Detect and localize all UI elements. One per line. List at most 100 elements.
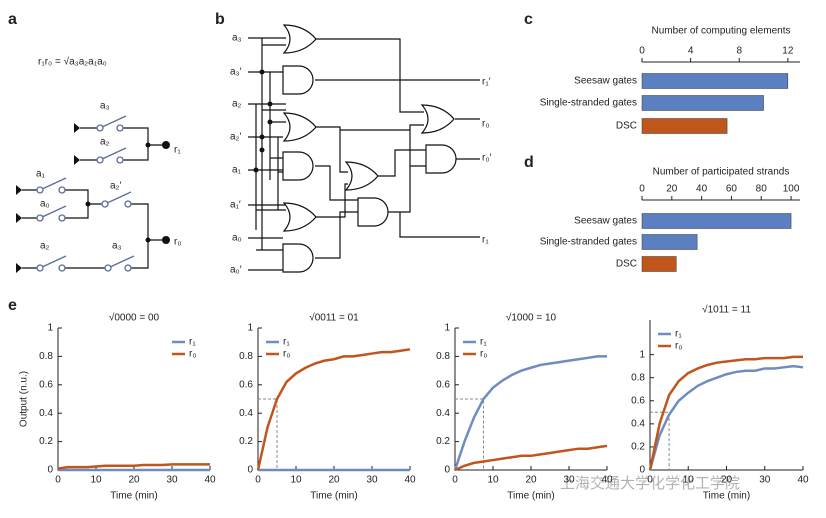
x-tick-label: 40 xyxy=(204,475,216,486)
panel-label: d xyxy=(524,154,534,171)
y-axis-label: Output (n.u.) xyxy=(19,371,30,427)
x-tick-label: 30 xyxy=(366,475,378,486)
y-tick-label: 0.8 xyxy=(631,372,645,383)
y-tick-label: 1 xyxy=(444,323,450,334)
chart-title: √0011 = 01 xyxy=(309,312,359,324)
switch-label: a₃ xyxy=(100,101,110,112)
legend-label: r₀ xyxy=(283,349,290,360)
y-tick-label: 0.4 xyxy=(631,418,645,429)
series-line xyxy=(453,355,607,471)
category-label: Single-stranded gates xyxy=(540,237,637,248)
x-axis-label: Time (min) xyxy=(310,491,357,502)
switch-label: a₃ xyxy=(112,241,122,252)
input-label: a₃′ xyxy=(230,67,242,78)
category-label: Single-stranded gates xyxy=(540,98,637,109)
watermark: 上海交通大学化学化工学院 xyxy=(560,474,740,492)
chart-title: √0000 = 00 xyxy=(109,312,160,324)
chart-title: Number of computing elements xyxy=(652,26,791,37)
y-tick-label: 1 xyxy=(47,323,53,334)
y-tick-label: 0.2 xyxy=(39,436,53,447)
y-tick-label: 0.6 xyxy=(436,379,450,390)
x-tick-label: 20 xyxy=(721,475,733,486)
chart-title: √1011 = 11 xyxy=(702,304,751,316)
chart-title: √1000 = 10 xyxy=(506,312,557,324)
y-tick-label: 0.8 xyxy=(239,351,253,362)
category-label: DSC xyxy=(616,259,637,270)
bar xyxy=(641,213,792,229)
x-tick-label: 0 xyxy=(452,475,458,486)
x-tick-label: 0 xyxy=(639,46,645,57)
input-label: a₁′ xyxy=(230,200,241,211)
x-tick-label: 80 xyxy=(756,184,768,195)
chart-title: Number of participated strands xyxy=(653,167,790,178)
x-tick-label: 10 xyxy=(290,475,302,486)
logic-circuit: a₃ a₃′ a₂ a₂′ a₁ a₁′ a₀ a₀′ r₁′ r₀ r₀′ r… xyxy=(230,24,491,276)
legend-label: r₀ xyxy=(480,349,487,360)
series-line xyxy=(57,463,210,470)
x-tick-label: 30 xyxy=(166,475,178,486)
output-label: r₁ xyxy=(482,235,489,246)
x-tick-label: 0 xyxy=(255,475,261,486)
y-tick-label: 1 xyxy=(247,323,253,334)
output-label: r₀′ xyxy=(482,153,491,164)
panel-label: b xyxy=(215,11,225,28)
x-tick-label: 20 xyxy=(128,475,140,486)
y-tick-label: 0.6 xyxy=(631,395,645,406)
input-label: a₃ xyxy=(232,33,242,44)
x-tick-label: 40 xyxy=(797,475,809,486)
x-axis-label: Time (min) xyxy=(110,491,157,502)
input-label: a₁ xyxy=(232,165,242,176)
y-tick-label: 0.2 xyxy=(631,442,645,453)
x-tick-label: 0 xyxy=(55,475,61,486)
input-label: a₂′ xyxy=(230,132,241,143)
input-label: a₂ xyxy=(232,99,242,110)
switch-label: a₂′ xyxy=(110,181,121,192)
input-label: a₀ xyxy=(232,233,242,244)
switch-circuit: r₁r₀ = √a₃a₂a₁a₀ a₃ a₂ a₁ a₂′ a₀ a₂ a₃ r… xyxy=(16,56,181,273)
y-tick-label: 0.6 xyxy=(239,379,253,390)
x-tick-label: 0 xyxy=(647,475,653,486)
category-label: Seesaw gates xyxy=(574,76,637,87)
panel-label: e xyxy=(8,297,17,314)
axes xyxy=(649,320,803,471)
output-label: r₀ xyxy=(174,237,181,248)
equation: r₁r₀ = √a₃a₂a₁a₀ xyxy=(38,56,107,68)
x-tick-label: 20 xyxy=(666,184,678,195)
legend-label: r₁ xyxy=(283,337,290,348)
bar xyxy=(641,118,728,134)
category-label: DSC xyxy=(616,121,637,132)
switch-label: a₀ xyxy=(40,199,50,210)
switch-label: a₂ xyxy=(40,241,50,252)
guide-line xyxy=(258,398,278,470)
output-label: r₁ xyxy=(174,145,181,156)
series-line xyxy=(648,355,803,471)
x-tick-label: 8 xyxy=(736,46,742,57)
series-line xyxy=(256,348,411,471)
y-tick-label: 0.2 xyxy=(239,436,253,447)
x-tick-label: 20 xyxy=(525,475,537,486)
guide-line xyxy=(455,398,484,470)
legend-label: r₀ xyxy=(675,341,682,352)
panel-label: a xyxy=(8,11,17,28)
y-tick-label: 1 xyxy=(639,349,645,360)
x-tick-label: 20 xyxy=(328,475,340,486)
x-tick-label: 30 xyxy=(563,475,575,486)
x-axis-label: Time (min) xyxy=(507,491,554,502)
y-tick-label: 0.8 xyxy=(436,351,450,362)
legend-label: r₁ xyxy=(480,337,487,348)
bar xyxy=(641,256,677,272)
switch-label: a₂ xyxy=(100,137,110,148)
output-label: r₀ xyxy=(482,119,489,130)
output-label: r₁′ xyxy=(482,77,491,88)
y-tick-label: 0 xyxy=(639,465,645,476)
x-tick-label: 40 xyxy=(601,475,613,486)
x-tick-label: 100 xyxy=(783,184,800,195)
axes xyxy=(57,328,210,471)
category-label: Seesaw gates xyxy=(574,216,637,227)
y-tick-label: 0.4 xyxy=(239,408,253,419)
legend-label: r₁ xyxy=(675,329,682,340)
x-tick-label: 12 xyxy=(782,46,794,57)
x-tick-label: 4 xyxy=(688,46,694,57)
series-line xyxy=(648,364,804,471)
x-tick-label: 10 xyxy=(90,475,102,486)
